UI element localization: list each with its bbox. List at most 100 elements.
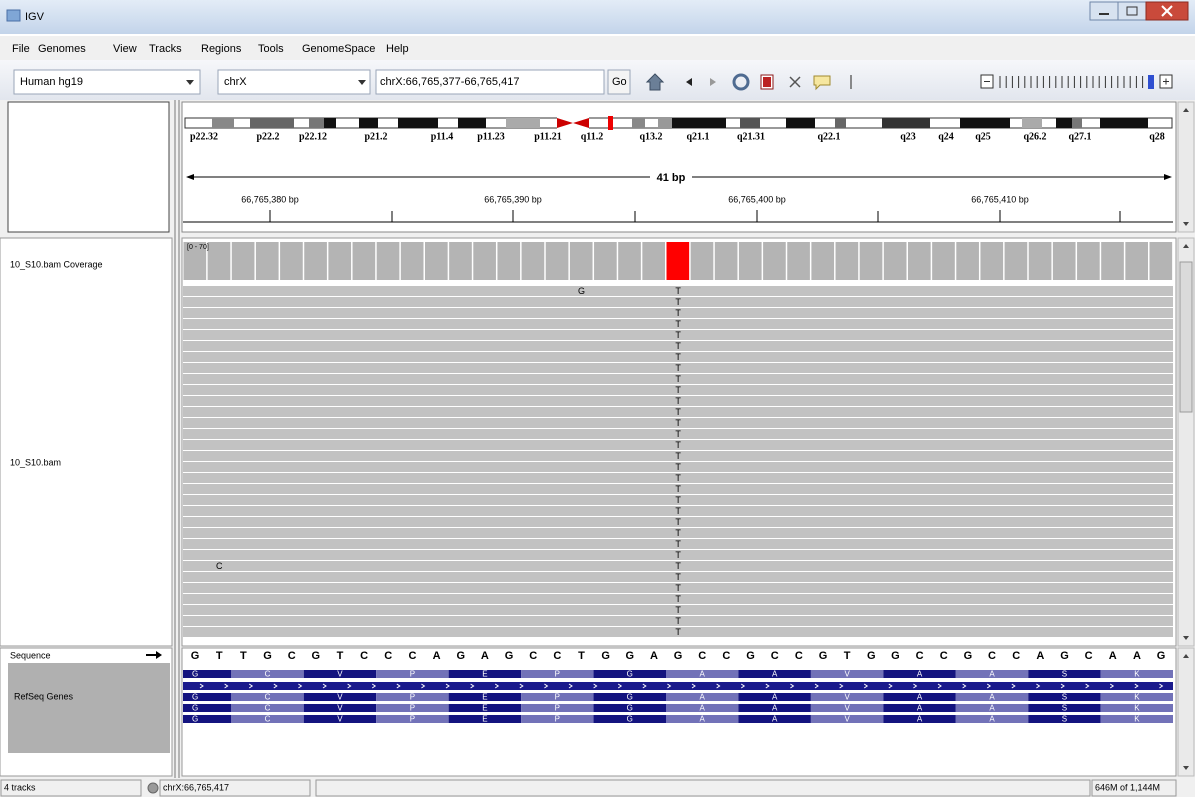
- menu-item[interactable]: Regions: [201, 43, 242, 55]
- menu-item[interactable]: Tools: [258, 43, 284, 55]
- band-label: q13.2: [639, 131, 662, 142]
- menu-item[interactable]: Genomes: [38, 43, 86, 55]
- coverage-bar: [932, 242, 955, 280]
- coverage-bar: [1077, 242, 1100, 280]
- band-label: q23: [900, 131, 916, 142]
- sequence-base: C: [360, 650, 368, 662]
- amino-acid: V: [337, 670, 343, 679]
- sequence-base: C: [553, 650, 561, 662]
- codon: [810, 715, 884, 723]
- zoom-current[interactable]: [1148, 75, 1154, 89]
- home-icon[interactable]: [645, 73, 665, 91]
- band-label: p11.21: [534, 131, 562, 142]
- amino-acid: V: [844, 715, 850, 724]
- close-glyph: [1161, 5, 1173, 17]
- go-button[interactable]: [607, 69, 631, 95]
- scroll-thumb[interactable]: [1179, 261, 1193, 413]
- band-label: q26.2: [1023, 131, 1046, 142]
- sequence-base: A: [650, 650, 658, 662]
- scroll-down[interactable]: [1183, 766, 1189, 770]
- data-name-panel: [0, 237, 173, 647]
- band-label: q24: [938, 131, 954, 142]
- maximize-button[interactable]: [1117, 1, 1147, 21]
- track-name: Sequence: [10, 650, 51, 660]
- read-variant-base: T: [675, 517, 681, 527]
- read-variant-base: T: [675, 561, 681, 571]
- sequence-base: T: [578, 650, 585, 662]
- read-variant-base: T: [675, 396, 681, 406]
- amino-acid: A: [989, 704, 995, 713]
- chromosome-band: [324, 118, 336, 128]
- read-variant-base: T: [675, 506, 681, 516]
- amino-acid: C: [265, 670, 271, 679]
- sequence-base: G: [964, 650, 973, 662]
- locus-box[interactable]: [375, 69, 605, 95]
- menu-item[interactable]: View: [113, 43, 137, 55]
- amino-acid: K: [1134, 693, 1140, 702]
- read: [183, 561, 1173, 571]
- scroll-up[interactable]: [1183, 244, 1189, 248]
- codon: [738, 715, 811, 723]
- menu-item[interactable]: GenomeSpace: [302, 43, 375, 55]
- codon: [183, 715, 232, 723]
- codon: [738, 693, 811, 701]
- band-label: q25: [975, 131, 991, 142]
- read-variant-base: T: [675, 627, 681, 637]
- sequence-base: A: [1109, 650, 1117, 662]
- codon: [1100, 693, 1173, 701]
- amino-acid: S: [1062, 693, 1067, 702]
- chromosome-dropdown[interactable]: [217, 69, 371, 95]
- coverage-bar: [1028, 242, 1052, 280]
- codon: [303, 670, 377, 678]
- menu-item[interactable]: Help: [386, 43, 409, 55]
- go-label[interactable]: Go: [612, 76, 627, 88]
- codon: [448, 715, 522, 723]
- sequence-base: T: [240, 650, 247, 662]
- minimize-button[interactable]: [1089, 1, 1119, 21]
- genome-dropdown[interactable]: [13, 69, 201, 95]
- sequence-base: G: [505, 650, 514, 662]
- scroll-up[interactable]: [1183, 108, 1189, 112]
- amino-acid: G: [627, 670, 633, 679]
- band-label: q11.2: [581, 131, 604, 142]
- coverage-bar: [497, 242, 521, 280]
- strand-chevron: [347, 683, 352, 689]
- strand-chevron: [937, 683, 942, 689]
- strand-chevron: [224, 683, 229, 689]
- strand-chevron: [494, 683, 500, 689]
- amino-acid: A: [772, 670, 778, 679]
- menu-item[interactable]: Tracks: [149, 43, 182, 55]
- scroll-up[interactable]: [1183, 654, 1189, 658]
- popup-icon[interactable]: [813, 75, 831, 91]
- amino-acid: A: [700, 670, 706, 679]
- coverage-bar: [255, 242, 279, 280]
- chromosome-band: [632, 118, 645, 128]
- amino-acid: A: [989, 693, 995, 702]
- strand-chevron: [371, 683, 377, 689]
- read: [183, 462, 1173, 472]
- refresh-icon[interactable]: [732, 73, 750, 91]
- read: [183, 451, 1173, 461]
- strand-arrow-head[interactable]: [156, 651, 162, 659]
- coverage-bar: [883, 242, 907, 280]
- scroll-down[interactable]: [1183, 636, 1189, 640]
- codon: [231, 670, 304, 678]
- status-position-box: [159, 779, 311, 797]
- chromosome-band: [250, 118, 294, 128]
- read-variant-base: T: [675, 330, 681, 340]
- codon: [448, 670, 522, 678]
- forward-icon[interactable]: [710, 78, 716, 86]
- read-variant-base: T: [675, 385, 681, 395]
- coverage-bar: [473, 242, 496, 280]
- scroll-down[interactable]: [1183, 222, 1189, 226]
- read: [183, 396, 1173, 406]
- read: [183, 440, 1173, 450]
- sequence-base: A: [1036, 650, 1044, 662]
- back-icon[interactable]: [686, 78, 692, 86]
- track-name: 10_S10.bam: [10, 457, 61, 467]
- amino-acid: V: [844, 704, 850, 713]
- codon: [1028, 715, 1101, 723]
- read: [183, 319, 1173, 329]
- sequence-base: G: [191, 650, 200, 662]
- menu-item[interactable]: File: [12, 43, 30, 55]
